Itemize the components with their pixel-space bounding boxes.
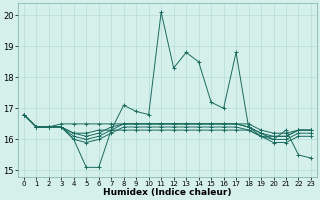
X-axis label: Humidex (Indice chaleur): Humidex (Indice chaleur): [103, 188, 232, 197]
